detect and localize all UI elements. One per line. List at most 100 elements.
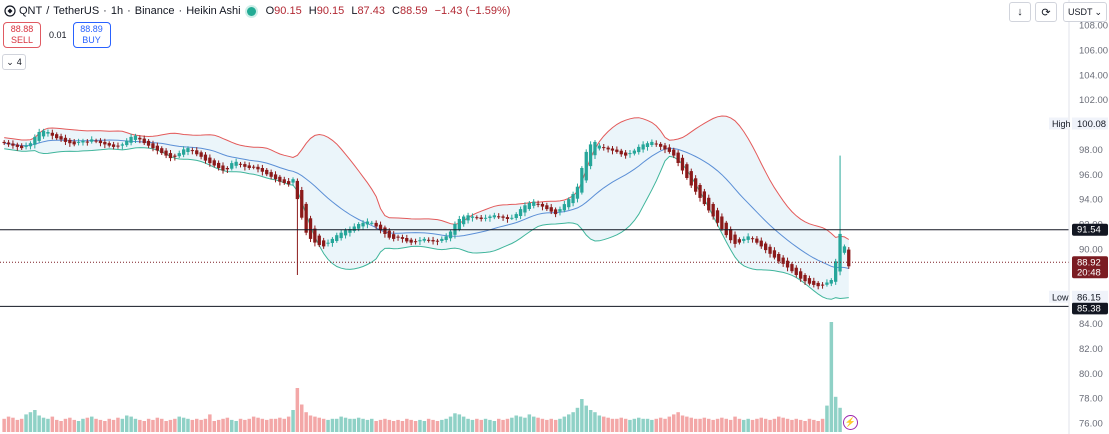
high-label: H [308,5,317,17]
refresh-icon[interactable]: ⟳ [1034,2,1057,22]
volume-bar [129,416,133,432]
current-price-tag-text: 20:48 [1077,267,1101,278]
volume-bar [256,417,260,432]
volume-bar [794,418,798,432]
volume-bar [120,418,125,432]
volume-bar [606,417,610,432]
volume-bar [286,416,291,432]
volume-bar [820,418,825,432]
candle-body [330,238,334,243]
candle-body [755,238,759,243]
change-value: −1.43 (−1.59%) [434,5,511,17]
volume-bar [6,416,11,432]
high-marker: High 100.08 [1049,117,1108,130]
candle-body [317,235,321,246]
volume-bar [518,416,523,432]
candle-body [269,172,273,177]
candle-body [619,150,623,155]
candle-body [208,157,212,164]
volume-bar [693,418,698,432]
volume-bar [685,416,689,432]
volume-bar [562,416,567,432]
indicators-toggle[interactable]: ⌄ 4 [2,54,26,70]
volume-bar [243,419,247,432]
volume-bar [510,417,514,432]
exchange-label: Binance [134,5,175,17]
volume-bar [711,419,715,432]
candle-body [680,157,685,171]
sell-button[interactable]: 88.88 SELL [3,22,41,48]
candle-body [120,144,124,146]
axis-tick-label: 82.00 [1079,344,1103,355]
buy-button[interactable]: 88.89 BUY [72,22,111,48]
candle-body [409,239,413,243]
candle-body [343,230,348,236]
candle-body [799,271,803,279]
download-icon[interactable]: ↓ [1008,2,1031,22]
candle-body [746,236,750,240]
volume-bar [637,417,641,432]
candle-body [733,234,737,244]
low-marker-value: 86.15 [1077,292,1101,303]
candle-body [357,224,361,229]
horizontal-lines[interactable] [0,229,1069,307]
volume-bar [81,418,85,432]
interval-label[interactable]: 1h [110,5,124,17]
candle-body [698,185,702,198]
candle-body [689,171,693,186]
volume-bar [68,417,72,432]
high-marker-value-bg [1072,117,1108,130]
price-axis[interactable]: 76.0078.0080.0082.0084.0086.0088.0090.00… [1049,0,1108,434]
volume-bar [400,421,405,432]
candle-body [483,217,488,219]
symbol-code[interactable]: QNT [19,5,43,17]
volume-bar [623,418,628,432]
volume-bar [383,418,387,432]
sell-price: 88.88 [10,24,34,34]
currency-select[interactable]: USDT ⌄ [1062,2,1107,22]
candle-body [85,141,89,143]
axis-tick-label: 84.00 [1079,319,1103,330]
high-marker-label-bg [1049,117,1068,130]
candle-body [133,135,138,140]
candle-body [103,141,107,145]
volume-bar [479,419,483,432]
axis-tick-label: 76.00 [1079,419,1103,430]
volume-bar [370,418,374,432]
volume-bar [763,418,768,432]
candle-body [645,143,650,147]
candle-body [111,144,116,147]
axis-tick-label: 102.00 [1079,95,1108,106]
volume-bar [387,419,392,432]
candle-body [335,235,339,241]
candle-body [820,284,825,286]
candle-body [466,215,470,221]
candle-body [488,216,492,218]
volume-bar [234,421,238,432]
low-marker-label-bg [1049,290,1068,303]
candle-body [400,237,405,239]
volume-bar [142,421,146,432]
volume-bar [33,410,37,432]
candle-body [584,151,588,181]
volume-bar [46,418,50,432]
symbol-name: TetherUS [53,5,100,17]
candle-body [702,191,706,205]
candle-body [790,264,794,272]
candle-body [514,214,518,218]
chart-style-label[interactable]: Heikin Ashi [186,5,241,17]
candle-body [742,238,746,241]
volume-bar [230,419,234,432]
candle-body [768,246,772,254]
candle-body [155,145,159,151]
candle-body [444,236,448,240]
candle-body [462,216,466,225]
candle-body [427,239,431,241]
lightning-icon[interactable]: ⚡ [843,415,858,430]
candle-body [545,205,549,210]
volume-bar [98,419,103,432]
volume-bar [527,414,532,432]
volume-bar [177,416,181,432]
volume-bar [151,419,155,432]
